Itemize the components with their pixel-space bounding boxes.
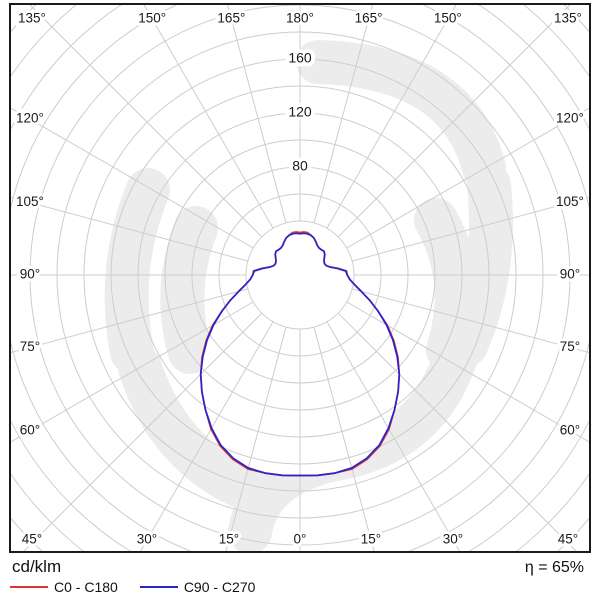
grid-ray: [313, 5, 373, 223]
grid-ray: [11, 288, 248, 353]
gamma-label: 165°: [355, 11, 383, 26]
unit-label: cd/klm: [12, 557, 62, 576]
legend-label-c0-c180: C0 - C180: [54, 579, 118, 595]
gamma-label: 120°: [16, 111, 44, 126]
gamma-label: 30°: [443, 532, 463, 547]
gamma-label: 15°: [361, 532, 381, 547]
gamma-label: 120°: [556, 111, 584, 126]
gamma-label: 90°: [20, 267, 40, 282]
legend: C0 - C180 C90 - C270: [10, 578, 255, 596]
grid-ray: [140, 321, 274, 551]
grid-ray: [326, 321, 460, 551]
series-curve-c90-c270: [199, 232, 401, 477]
gamma-label: 135°: [18, 11, 46, 26]
gamma-label: 0°: [294, 532, 307, 547]
gamma-label: 150°: [434, 11, 462, 26]
grid-ray: [346, 107, 589, 249]
gamma-label: 60°: [20, 422, 40, 437]
radial-tick-label: 80: [292, 158, 308, 174]
gamma-label: 180°: [286, 11, 314, 26]
gamma-label: 150°: [138, 11, 166, 26]
gamma-label: 105°: [556, 194, 584, 209]
gamma-label: 45°: [22, 532, 42, 547]
grid-ray: [225, 327, 287, 551]
grid-ray: [227, 5, 287, 223]
grid-ray: [352, 288, 589, 353]
gamma-label: 45°: [558, 532, 578, 547]
gamma-label: 15°: [219, 532, 239, 547]
gamma-label: 105°: [16, 194, 44, 209]
radial-tick-label: 160: [288, 50, 312, 66]
grid-ray: [11, 197, 248, 262]
gamma-label: 30°: [137, 532, 157, 547]
efficiency-label: η = 65%: [524, 559, 584, 576]
grid-ray: [313, 327, 375, 551]
gamma-label: 165°: [217, 11, 245, 26]
gamma-label: 75°: [560, 339, 580, 354]
grid-ray: [337, 312, 577, 551]
grid-ray: [11, 107, 254, 249]
grid-ray: [23, 312, 263, 551]
grid-ray: [352, 197, 589, 262]
grid-ray: [29, 5, 263, 238]
gamma-label: 60°: [560, 422, 580, 437]
grid-ray: [143, 5, 274, 229]
plot-border: [9, 3, 591, 553]
grid-ray: [337, 5, 571, 238]
grid-ray: [346, 301, 589, 443]
polar-chart: 80 120 160 135° 150° 165° 180° 165° 150° 135° 45° 3…: [9, 3, 591, 553]
grid-ray: [11, 301, 254, 443]
polar-grid: [11, 5, 589, 551]
gamma-label: 135°: [554, 11, 582, 26]
plot-area: 80 120 160: [11, 5, 589, 551]
gamma-label: 75°: [20, 339, 40, 354]
radial-tick-label: 120: [288, 104, 312, 120]
legend-swatch-c0-c180: [10, 586, 48, 588]
grid-ray: [326, 5, 457, 229]
gamma-label: 90°: [560, 267, 580, 282]
legend-swatch-c90-c270: [139, 586, 178, 588]
legend-label-c90-c270: C90 - C270: [183, 579, 256, 595]
